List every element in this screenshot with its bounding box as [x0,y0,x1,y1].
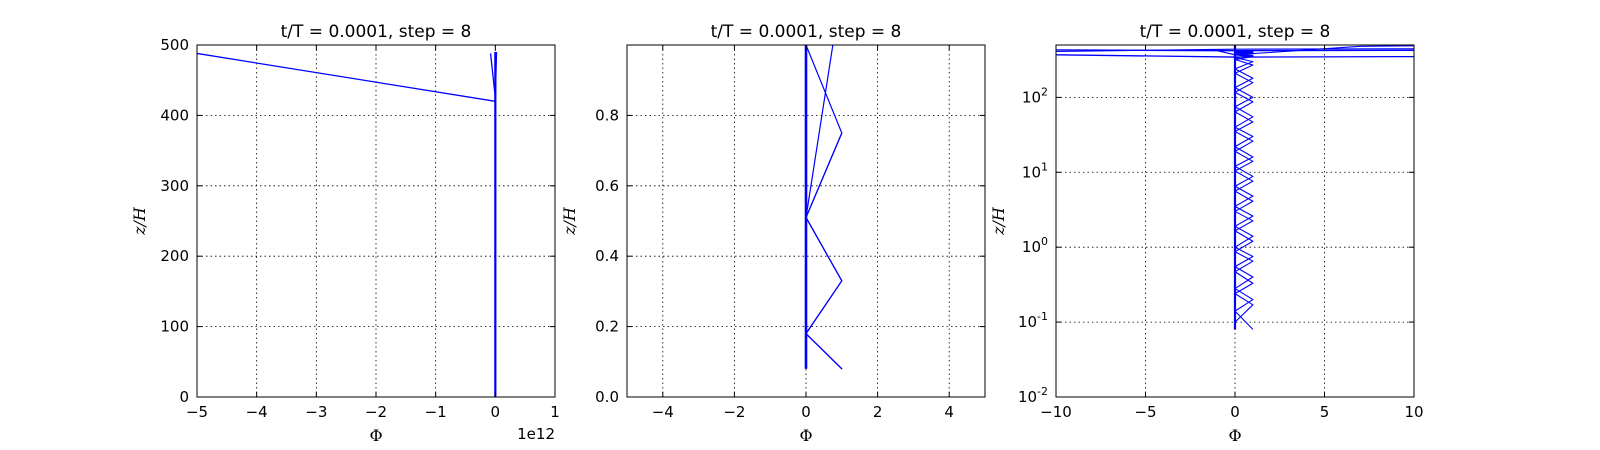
y-tick-label: 200 [160,247,189,265]
y-tick-label: 0.0 [595,388,619,406]
x-tick-label: −2 [365,403,387,421]
y-tick-label: 102 [1022,85,1048,106]
y-tick-label: 101 [1022,160,1048,181]
subplot-2: −4 −2 0 2 4 0.0 0.2 0.4 0.6 0.8 t/T = 0.0001, step… [560,22,986,445]
y-tick-label: 10-1 [1018,310,1048,331]
x-tick-label: 0 [801,403,811,421]
x-tick-label: 0 [1230,403,1240,421]
x-tick-label: −10 [1040,403,1072,421]
x-tick-label: 4 [944,403,954,421]
y-tick-label: 300 [160,177,189,195]
y-tick-label: 100 [1022,235,1048,256]
y-tick-label: 0.2 [595,318,619,336]
series-line-7 [1216,45,1414,56]
y-axis-label: z/H [989,206,1008,236]
y-tick-label: 400 [160,106,189,124]
y-tick-label: 0.6 [595,177,619,195]
chart-title: t/T = 0.0001, step = 8 [711,22,902,42]
y-axis-label: z/H [560,206,579,236]
x-tick-label: −4 [246,403,268,421]
series-line-3 [489,52,498,99]
x-axis-label: Φ [799,426,812,445]
y-tick-label: 100 [160,318,189,336]
y-tick-label: 0 [179,388,189,406]
x-tick-label: −1 [425,403,447,421]
series-group [804,45,843,370]
x-tick-label: 5 [1320,403,1330,421]
subplot-1: −5 −4 −3 −2 −1 0 1 0 100 200 300 400 500 t/T = 0.0001… [130,22,560,445]
x-tick-label: 10 [1404,403,1423,421]
y-tick-label: 10-2 [1018,385,1048,406]
series-line-2 [805,45,843,370]
subplot-3: −10 −5 0 5 10 10-2 10-1 100 101 102 t/T = 0.0001, … [989,22,1424,445]
series-group [197,52,498,397]
x-tick-label: 2 [873,403,883,421]
y-tick-label: 0.4 [595,247,619,265]
series-line-3 [805,132,843,370]
x-tick-label: 0 [491,403,501,421]
series-line-2 [197,52,496,102]
y-tick-label: 500 [160,36,189,54]
x-tick-label: −4 [652,403,674,421]
x-axis-label: Φ [369,426,382,445]
chart-title: t/T = 0.0001, step = 8 [1140,22,1331,42]
chart-title: t/T = 0.0001, step = 8 [281,22,472,42]
y-axis-label: z/H [130,206,149,236]
series-group [1056,45,1414,330]
x-tick-label: 1 [550,403,560,421]
series-line-4 [1056,54,1414,58]
x-tick-label: −5 [186,403,208,421]
y-tick-label: 0.8 [595,106,619,124]
x-tick-label: −2 [723,403,745,421]
x-offset-label: 1e12 [517,425,555,443]
x-tick-label: −3 [305,403,327,421]
x-axis-label: Φ [1228,426,1241,445]
x-tick-label: −5 [1134,403,1156,421]
